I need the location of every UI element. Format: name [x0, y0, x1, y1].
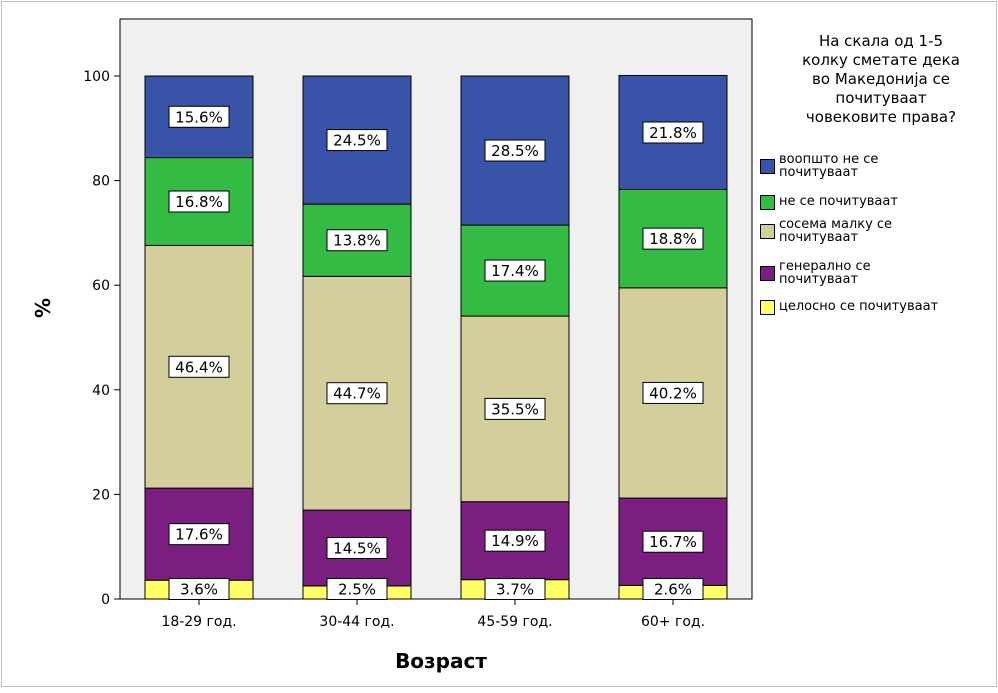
data-label-box	[642, 578, 704, 600]
data-label: 40.2%	[649, 384, 697, 402]
data-labels-group: 3.6% 17.6% 46.4% 16.8% 15.6% 2.5% 14.5% 44.7% 13…	[168, 105, 704, 600]
data-label-box	[642, 530, 704, 553]
y-tick-label: 80	[92, 174, 110, 190]
legend-label-line: почитуваат	[779, 272, 859, 287]
legend-title-line: колку сметате дека	[802, 51, 960, 69]
data-label-box	[168, 523, 230, 546]
data-label-box	[642, 381, 704, 404]
legend-item-not-respected-at-all: воопшто не се почитуваат	[760, 153, 996, 189]
legend-label-line: генерално се	[779, 259, 871, 274]
legend-title-line: во Македонија се	[812, 70, 950, 88]
legend-swatch	[760, 195, 775, 210]
legend-item-slightly-respected: сосема малку се почитуваат	[760, 218, 996, 254]
data-label-box	[642, 227, 704, 250]
legend-label-line: сосема малку се	[779, 217, 893, 232]
data-label: 2.6%	[654, 581, 692, 599]
legend-label: генерално се почитуваат	[779, 260, 994, 286]
legend-label: не се почитуваат	[779, 195, 994, 208]
data-label: 14.9%	[491, 532, 539, 550]
legend-title-line: човековите права?	[805, 108, 957, 126]
data-label: 28.5%	[491, 142, 539, 160]
data-label-box	[484, 397, 546, 420]
data-label-box	[642, 121, 704, 144]
data-label-box	[168, 105, 230, 128]
data-label: 21.8%	[649, 124, 697, 142]
data-label: 15.6%	[175, 108, 223, 126]
y-tick-label: 100	[83, 69, 110, 85]
x-axis-title: Возраст	[395, 649, 487, 673]
legend-swatch	[760, 224, 775, 239]
legend-title: На скала од 1-5 колку сметате дека во Ма…	[770, 32, 992, 127]
y-tick-label: 0	[101, 592, 110, 608]
legend-swatch	[760, 300, 775, 315]
y-axis-title: %	[31, 298, 55, 318]
x-tick-label: 30-44 год.	[319, 614, 394, 630]
x-tick-label: 60+ год.	[641, 614, 705, 630]
y-axis: 0 20 40 60 80 100	[83, 69, 121, 608]
data-label: 24.5%	[333, 132, 381, 150]
legend-label: воопшто не се почитуваат	[779, 153, 994, 179]
legend-item-fully-respected: целосно се почитуваат	[760, 300, 996, 336]
legend-label-line: целосно се почитуваат	[779, 299, 939, 314]
data-label: 3.7%	[496, 581, 534, 599]
data-label-box	[326, 129, 388, 152]
legend-item-not-respected: не се почитуваат	[760, 195, 996, 231]
data-label: 16.7%	[649, 533, 697, 551]
data-label-box	[484, 529, 546, 552]
data-label: 13.8%	[333, 232, 381, 250]
data-label-box	[326, 578, 388, 600]
x-tick-label: 45-59 год.	[477, 614, 552, 630]
y-tick-label: 20	[92, 487, 110, 503]
legend-label-line: воопшто не се	[779, 152, 879, 167]
legend-label-line: почитуваат	[779, 230, 859, 245]
data-label-box	[168, 190, 230, 213]
data-label: 44.7%	[333, 385, 381, 403]
data-label: 18.8%	[649, 230, 697, 248]
legend-title-line: почитуваат	[835, 89, 927, 107]
x-axis: 18-29 год. 30-44 год. 45-59 год. 60+ год.	[120, 598, 752, 630]
y-tick-label: 60	[92, 278, 110, 294]
data-label: 46.4%	[175, 358, 223, 376]
legend-title-line: На скала од 1-5	[818, 32, 944, 50]
legend-item-generally-respected: генерално се почитуваат	[760, 260, 996, 296]
data-label-box	[484, 578, 546, 600]
data-label: 3.6%	[180, 581, 218, 599]
data-label-box	[484, 259, 546, 282]
y-tick-label: 40	[92, 383, 110, 399]
data-label: 14.5%	[333, 540, 381, 558]
legend-label: целосно се почитуваат	[779, 300, 994, 313]
legend-label: сосема малку се почитуваат	[779, 218, 994, 244]
x-tick-label: 18-29 год.	[161, 614, 236, 630]
legend-swatch	[760, 159, 775, 174]
data-label: 17.6%	[175, 526, 223, 544]
data-label-box	[326, 229, 388, 252]
data-label-box	[326, 537, 388, 560]
data-label: 17.4%	[491, 262, 539, 280]
legend-label-line: не се почитуваат	[779, 194, 898, 209]
data-label-box	[326, 382, 388, 405]
data-label: 16.8%	[175, 193, 223, 211]
legend-label-line: почитуваат	[779, 165, 859, 180]
data-label-box	[168, 578, 230, 600]
data-label: 2.5%	[338, 581, 376, 599]
data-label: 35.5%	[491, 400, 539, 418]
bar-segment	[460, 315, 570, 503]
data-label-box	[484, 139, 546, 162]
legend-swatch	[760, 266, 775, 281]
data-label-box	[168, 355, 230, 378]
